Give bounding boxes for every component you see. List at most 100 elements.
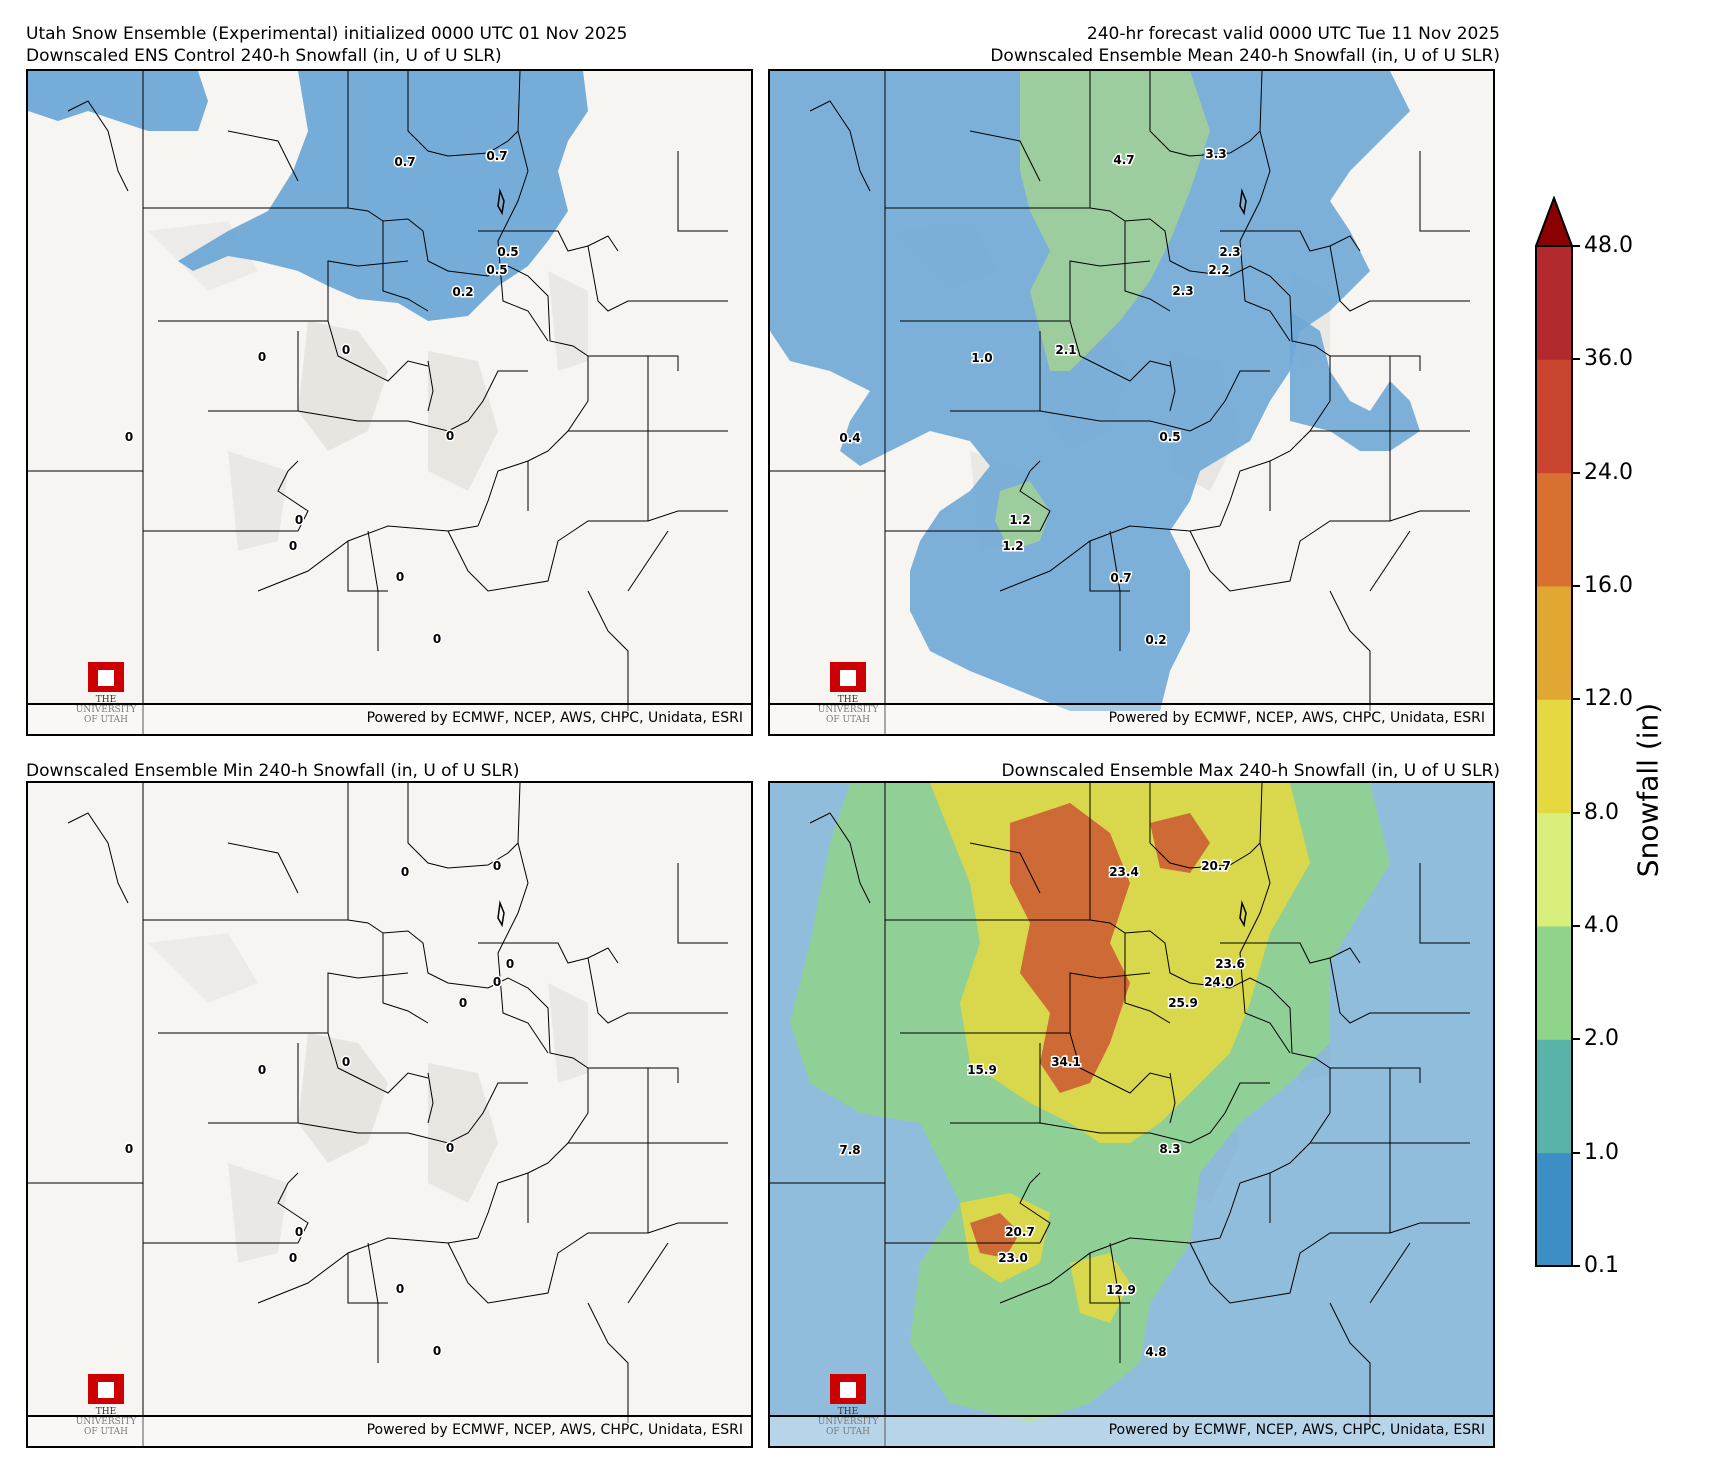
colorbar-tick-mark <box>1573 358 1580 361</box>
county-boundary <box>143 71 679 371</box>
snowfall-value-label: 20.7 <box>1201 859 1231 873</box>
county-boundary <box>885 71 1421 371</box>
snowfall-value-label: 0 <box>446 1141 454 1155</box>
snowfall-area <box>178 71 588 321</box>
max-panel-title: Downscaled Ensemble Max 240-h Snowfall (… <box>1001 761 1501 781</box>
snowfall-area <box>970 1213 1020 1258</box>
colorbar-tick-label: 1.0 <box>1584 1139 1619 1165</box>
colorbar-segment <box>1536 359 1572 474</box>
reservoir-outline <box>1239 900 1247 928</box>
county-boundary <box>497 842 549 1054</box>
snowfall-value-label: 0.7 <box>486 149 507 163</box>
county-boundary <box>1219 1068 1331 1239</box>
snowfall-area <box>1290 311 1420 451</box>
colorbar-tick-label: 4.0 <box>1584 913 1619 938</box>
colorbar-tick-mark <box>1573 811 1580 814</box>
county-boundary <box>208 1043 528 1144</box>
university-of-utah-logo: THE UNIVERSITY OF UTAH <box>808 662 888 725</box>
reservoir-outline <box>497 900 505 928</box>
county-boundary <box>407 783 521 869</box>
snowfall-value-label: 23.4 <box>1109 865 1139 879</box>
snowfall-value-label: 2.2 <box>1208 263 1229 277</box>
county-boundary <box>478 942 728 1233</box>
mean-map-canvas: 4.7 3.3 2.3 2.2 2.3 2.1 1.0 0.4 0.5 1.2 1.2 0.7 0.2 <box>770 71 1493 734</box>
county-boundary <box>1124 221 1176 412</box>
county-boundary <box>809 812 1041 904</box>
county-boundary <box>67 812 299 904</box>
snowfall-value-label: 0 <box>342 343 350 357</box>
snowfall-colorbar <box>1535 196 1573 1267</box>
colorbar-tick-mark <box>1573 698 1580 701</box>
county-boundary <box>587 863 728 1024</box>
valid-time: 240-hr forecast valid 0000 UTC Tue 11 No… <box>1086 24 1500 44</box>
ensemble-title: Utah Snow Ensemble (Experimental) initia… <box>26 24 628 44</box>
snowfall-value-label: 4.8 <box>1145 1345 1166 1359</box>
county-boundary <box>900 972 1171 1094</box>
credit-bar: Powered by ECMWF, NCEP, AWS, CHPC, Unida… <box>28 703 751 734</box>
county-boundary <box>478 230 728 521</box>
county-boundary <box>347 1222 728 1363</box>
max-map-canvas: 23.4 20.7 23.6 24.0 25.9 34.1 15.9 7.8 8.3 20.7 23… <box>770 783 1493 1446</box>
county-boundary <box>407 71 521 157</box>
credit-text: Powered by ECMWF, NCEP, AWS, CHPC, Unida… <box>366 710 743 726</box>
colorbar-segment <box>1536 926 1572 1040</box>
county-boundary <box>1149 783 1263 869</box>
colorbar-segment <box>1536 246 1572 360</box>
county-boundary <box>587 1242 669 1423</box>
colorbar-segment <box>1536 472 1572 587</box>
county-boundary <box>1329 151 1470 312</box>
snowfall-value-label: 0.5 <box>497 245 518 259</box>
snowfall-value-label: 4.7 <box>1113 153 1134 167</box>
colorbar-tick-label: 8.0 <box>1584 799 1619 825</box>
county-boundary <box>1239 842 1291 1054</box>
control-panel-title: Downscaled ENS Control 240-h Snowfall (i… <box>26 46 502 66</box>
snowfall-value-label: 0 <box>446 429 454 443</box>
colorbar-tick-label: 48.0 <box>1584 233 1633 258</box>
control-map-canvas: 0.7 0.7 0.5 0.5 0.2 0 0 0 0 0 0 0 0 <box>28 71 751 734</box>
snowfall-value-label: 0 <box>493 859 501 873</box>
colorbar-segment <box>1536 1152 1572 1267</box>
colorbar-segment <box>1536 812 1572 927</box>
county-boundary <box>1329 1242 1411 1423</box>
snowfall-value-label: 0.7 <box>394 155 415 169</box>
snowfall-value-label: 0.4 <box>839 431 860 445</box>
snowfall-value-label: 0 <box>295 513 303 527</box>
colorbar-tick-mark <box>1573 1038 1580 1041</box>
county-boundary <box>885 783 1421 1083</box>
county-boundary <box>1239 130 1291 342</box>
snowfall-area <box>1020 71 1210 371</box>
snowfall-value-label: 0 <box>258 350 266 364</box>
colorbar-tick-mark <box>1573 1265 1580 1267</box>
county-boundary <box>587 530 669 711</box>
university-of-utah-logo: THE UNIVERSITY OF UTAH <box>808 1374 888 1437</box>
snowfall-area <box>1010 803 1130 1093</box>
credit-text: Powered by ECMWF, NCEP, AWS, CHPC, Unida… <box>1108 1422 1485 1438</box>
snowfall-value-label: 23.6 <box>1215 957 1245 971</box>
colorbar-extend-arrow <box>1535 196 1573 247</box>
control-snowfall-map: 0.7 0.7 0.5 0.5 0.2 0 0 0 0 0 0 0 0 THE UNIVERSITY OF … <box>26 69 753 736</box>
snowfall-value-label: 1.0 <box>971 351 992 365</box>
county-boundary <box>1124 933 1176 1124</box>
snowfall-value-label: 20.7 <box>1005 1225 1035 1239</box>
colorbar-tick-label: 16.0 <box>1584 573 1633 598</box>
min-panel-title: Downscaled Ensemble Min 240-h Snowfall (… <box>26 761 520 781</box>
county-boundary <box>158 972 429 1094</box>
snowfall-value-label: 2.3 <box>1219 245 1240 259</box>
snowfall-value-label: 0.7 <box>1110 571 1131 585</box>
colorbar-segment <box>1536 586 1572 700</box>
county-boundary <box>1329 530 1411 711</box>
county-boundary <box>809 100 1041 192</box>
colorbar-segment <box>1536 699 1572 814</box>
colorbar-label: Snowfall (in) <box>1631 702 1665 878</box>
county-boundary <box>347 510 728 651</box>
county-boundary <box>158 260 429 382</box>
snowfall-area <box>995 481 1050 551</box>
snowfall-value-label: 0 <box>295 1225 303 1239</box>
snowfall-value-label: 7.8 <box>839 1143 860 1157</box>
snowfall-value-label: 25.9 <box>1168 996 1198 1010</box>
snowfall-value-label: 0 <box>433 632 441 646</box>
reservoir-outline <box>497 188 505 216</box>
snowfall-value-label: 8.3 <box>1159 1142 1180 1156</box>
colorbar-tick-mark <box>1573 471 1580 474</box>
